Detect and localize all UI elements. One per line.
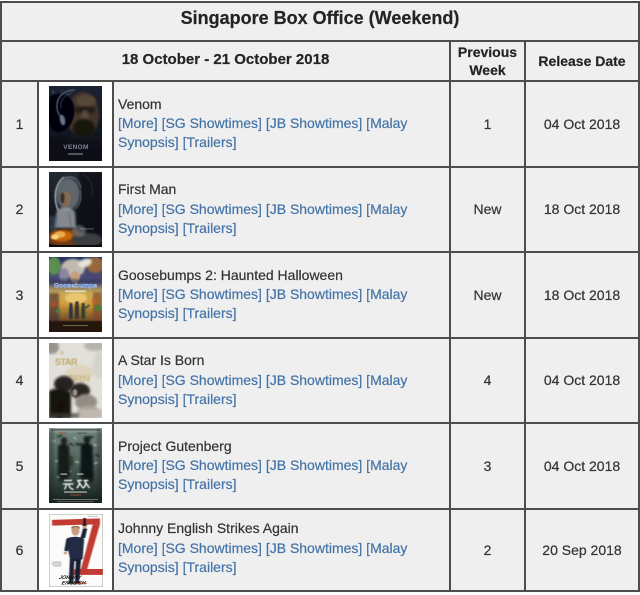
- svg-text:STAR: STAR: [55, 357, 78, 367]
- svg-text:A: A: [60, 350, 64, 356]
- svg-text:JOHNNY: JOHNNY: [58, 575, 82, 581]
- svg-text:ENGLISH: ENGLISH: [60, 580, 86, 586]
- svg-text:Goosebumps: Goosebumps: [54, 283, 98, 290]
- svg-text:VENOM: VENOM: [63, 144, 88, 151]
